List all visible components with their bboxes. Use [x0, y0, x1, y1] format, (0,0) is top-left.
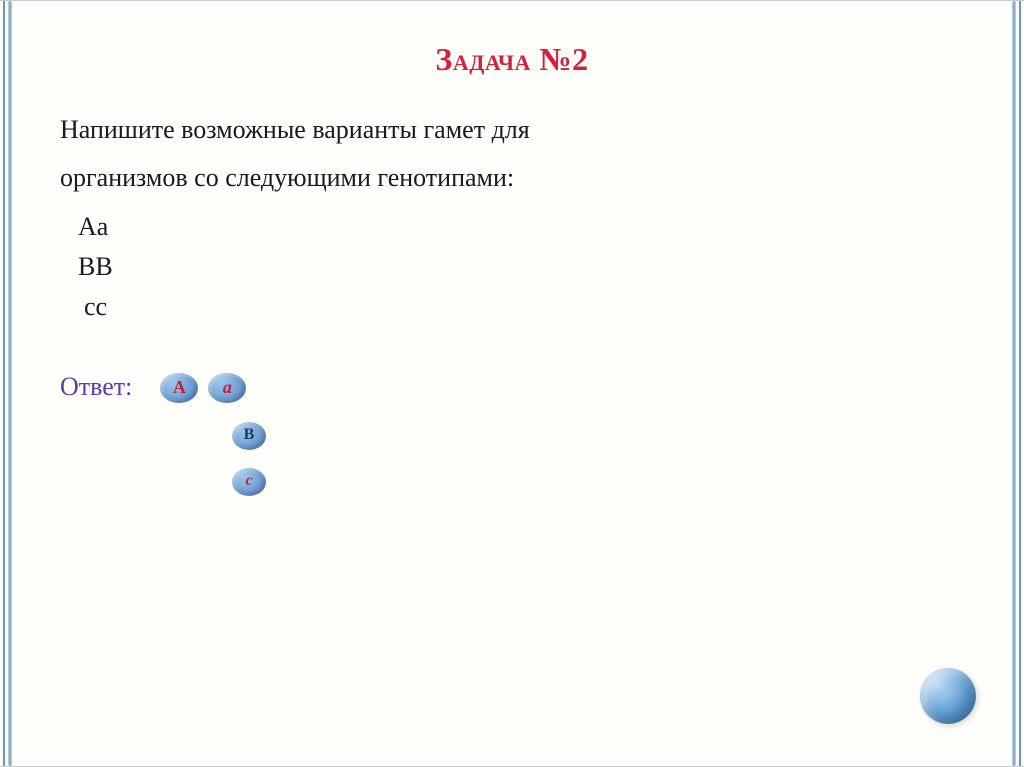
- corner-circle-icon: [920, 668, 976, 724]
- right-rail: [1006, 1, 1024, 766]
- gamete-B-label: B: [244, 423, 255, 448]
- genotype-3: cc: [60, 287, 964, 327]
- right-rail-inner: [1019, 1, 1021, 766]
- body-line-1: Напишите возможные варианты гамет для: [60, 110, 964, 150]
- answer-label: Ответ:: [60, 367, 132, 407]
- left-rail-inner: [3, 1, 5, 766]
- gamete-A: A: [160, 373, 198, 403]
- left-rail-outer: [8, 1, 12, 766]
- answer-row: Ответ: A a: [60, 367, 964, 407]
- right-rail-outer: [1012, 1, 1016, 766]
- gamete-col: B c: [232, 422, 964, 496]
- gamete-row-top: A a: [160, 373, 246, 403]
- slide-frame: Задача №2 Напишите возможные варианты га…: [0, 0, 1024, 767]
- gamete-A-label: A: [173, 374, 186, 402]
- slide-content: Напишите возможные варианты гамет для ор…: [0, 110, 1024, 496]
- genotype-2: BB: [60, 247, 964, 287]
- left-rail: [0, 1, 18, 766]
- gamete-c: c: [232, 468, 266, 496]
- slide-title: Задача №2: [0, 41, 1024, 78]
- gamete-B: B: [232, 422, 266, 450]
- gamete-c-label: c: [245, 469, 252, 494]
- gamete-a: a: [208, 373, 246, 403]
- gamete-a-label: a: [223, 374, 232, 402]
- genotype-1: Aa: [60, 207, 964, 247]
- title-area: Задача №2: [0, 1, 1024, 110]
- body-line-2: организмов со следующими генотипами:: [60, 158, 964, 198]
